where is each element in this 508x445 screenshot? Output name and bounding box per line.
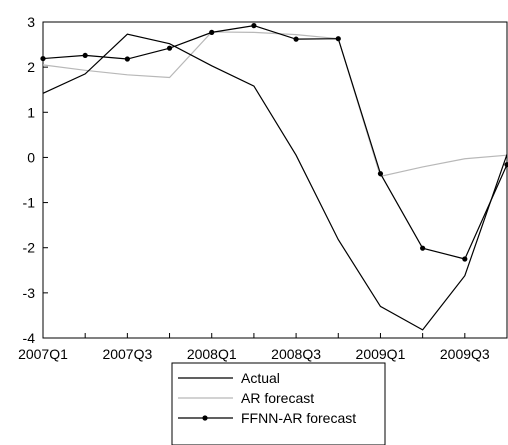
x-tick-label: 2009Q1 — [356, 346, 406, 362]
x-tick-label: 2008Q3 — [271, 346, 321, 362]
data-point-ffnn-ar-forecast — [166, 45, 173, 51]
y-tick-label: 1 — [27, 104, 35, 120]
x-axis: 2007Q1 2007Q3 2008Q1 2008Q3 2009Q1 2009Q3 — [18, 333, 508, 362]
legend: Actual AR forecast FFNN-AR forecast — [171, 362, 386, 445]
series-line-ffnn-ar-forecast — [42, 24, 508, 260]
data-point-ffnn-ar-forecast — [124, 56, 130, 62]
y-tick-label: -1 — [23, 195, 36, 211]
data-point-ffnn-ar-forecast — [251, 23, 257, 29]
data-point-ffnn-ar-forecast — [82, 52, 88, 59]
y-tick-label: 0 — [27, 149, 35, 165]
x-tick-label: 2007Q1 — [18, 346, 68, 362]
legend-label: FFNN-AR forecast — [241, 410, 356, 426]
data-point-ffnn-ar-forecast — [377, 171, 384, 177]
data-point-ffnn-ar-forecast — [293, 36, 299, 42]
plot-frame — [42, 21, 508, 339]
data-point-ffnn-ar-forecast — [209, 29, 215, 35]
x-tick-label: 2008Q1 — [187, 346, 237, 362]
data-point-ffnn-ar-forecast — [335, 36, 341, 42]
data-point-ffnn-ar-forecast — [40, 55, 46, 62]
y-tick-label: -2 — [23, 240, 36, 256]
legend-marker-ffnn-ar-forecast — [202, 415, 208, 421]
data-point-ffnn-ar-forecast — [420, 245, 426, 251]
legend-label: AR forecast — [241, 390, 314, 406]
legend-label: Actual — [241, 370, 280, 386]
series-line-ar-forecast — [42, 31, 508, 178]
y-tick-label: -4 — [23, 330, 36, 346]
series-line-actual — [42, 33, 508, 331]
y-tick-label: 3 — [27, 14, 35, 30]
data-point-ffnn-ar-forecast — [462, 256, 468, 262]
y-tick-label: 2 — [27, 59, 35, 75]
data-point-ffnn-ar-forecast — [504, 162, 508, 168]
x-tick-label: 2007Q3 — [102, 346, 152, 362]
x-tick-label: 2009Q3 — [440, 346, 490, 362]
legend-frame — [171, 362, 386, 445]
series-layer — [40, 23, 508, 331]
y-axis: 3 2 1 0 -1 -2 -3 -4 — [23, 14, 48, 346]
y-tick-label: -3 — [23, 285, 36, 301]
